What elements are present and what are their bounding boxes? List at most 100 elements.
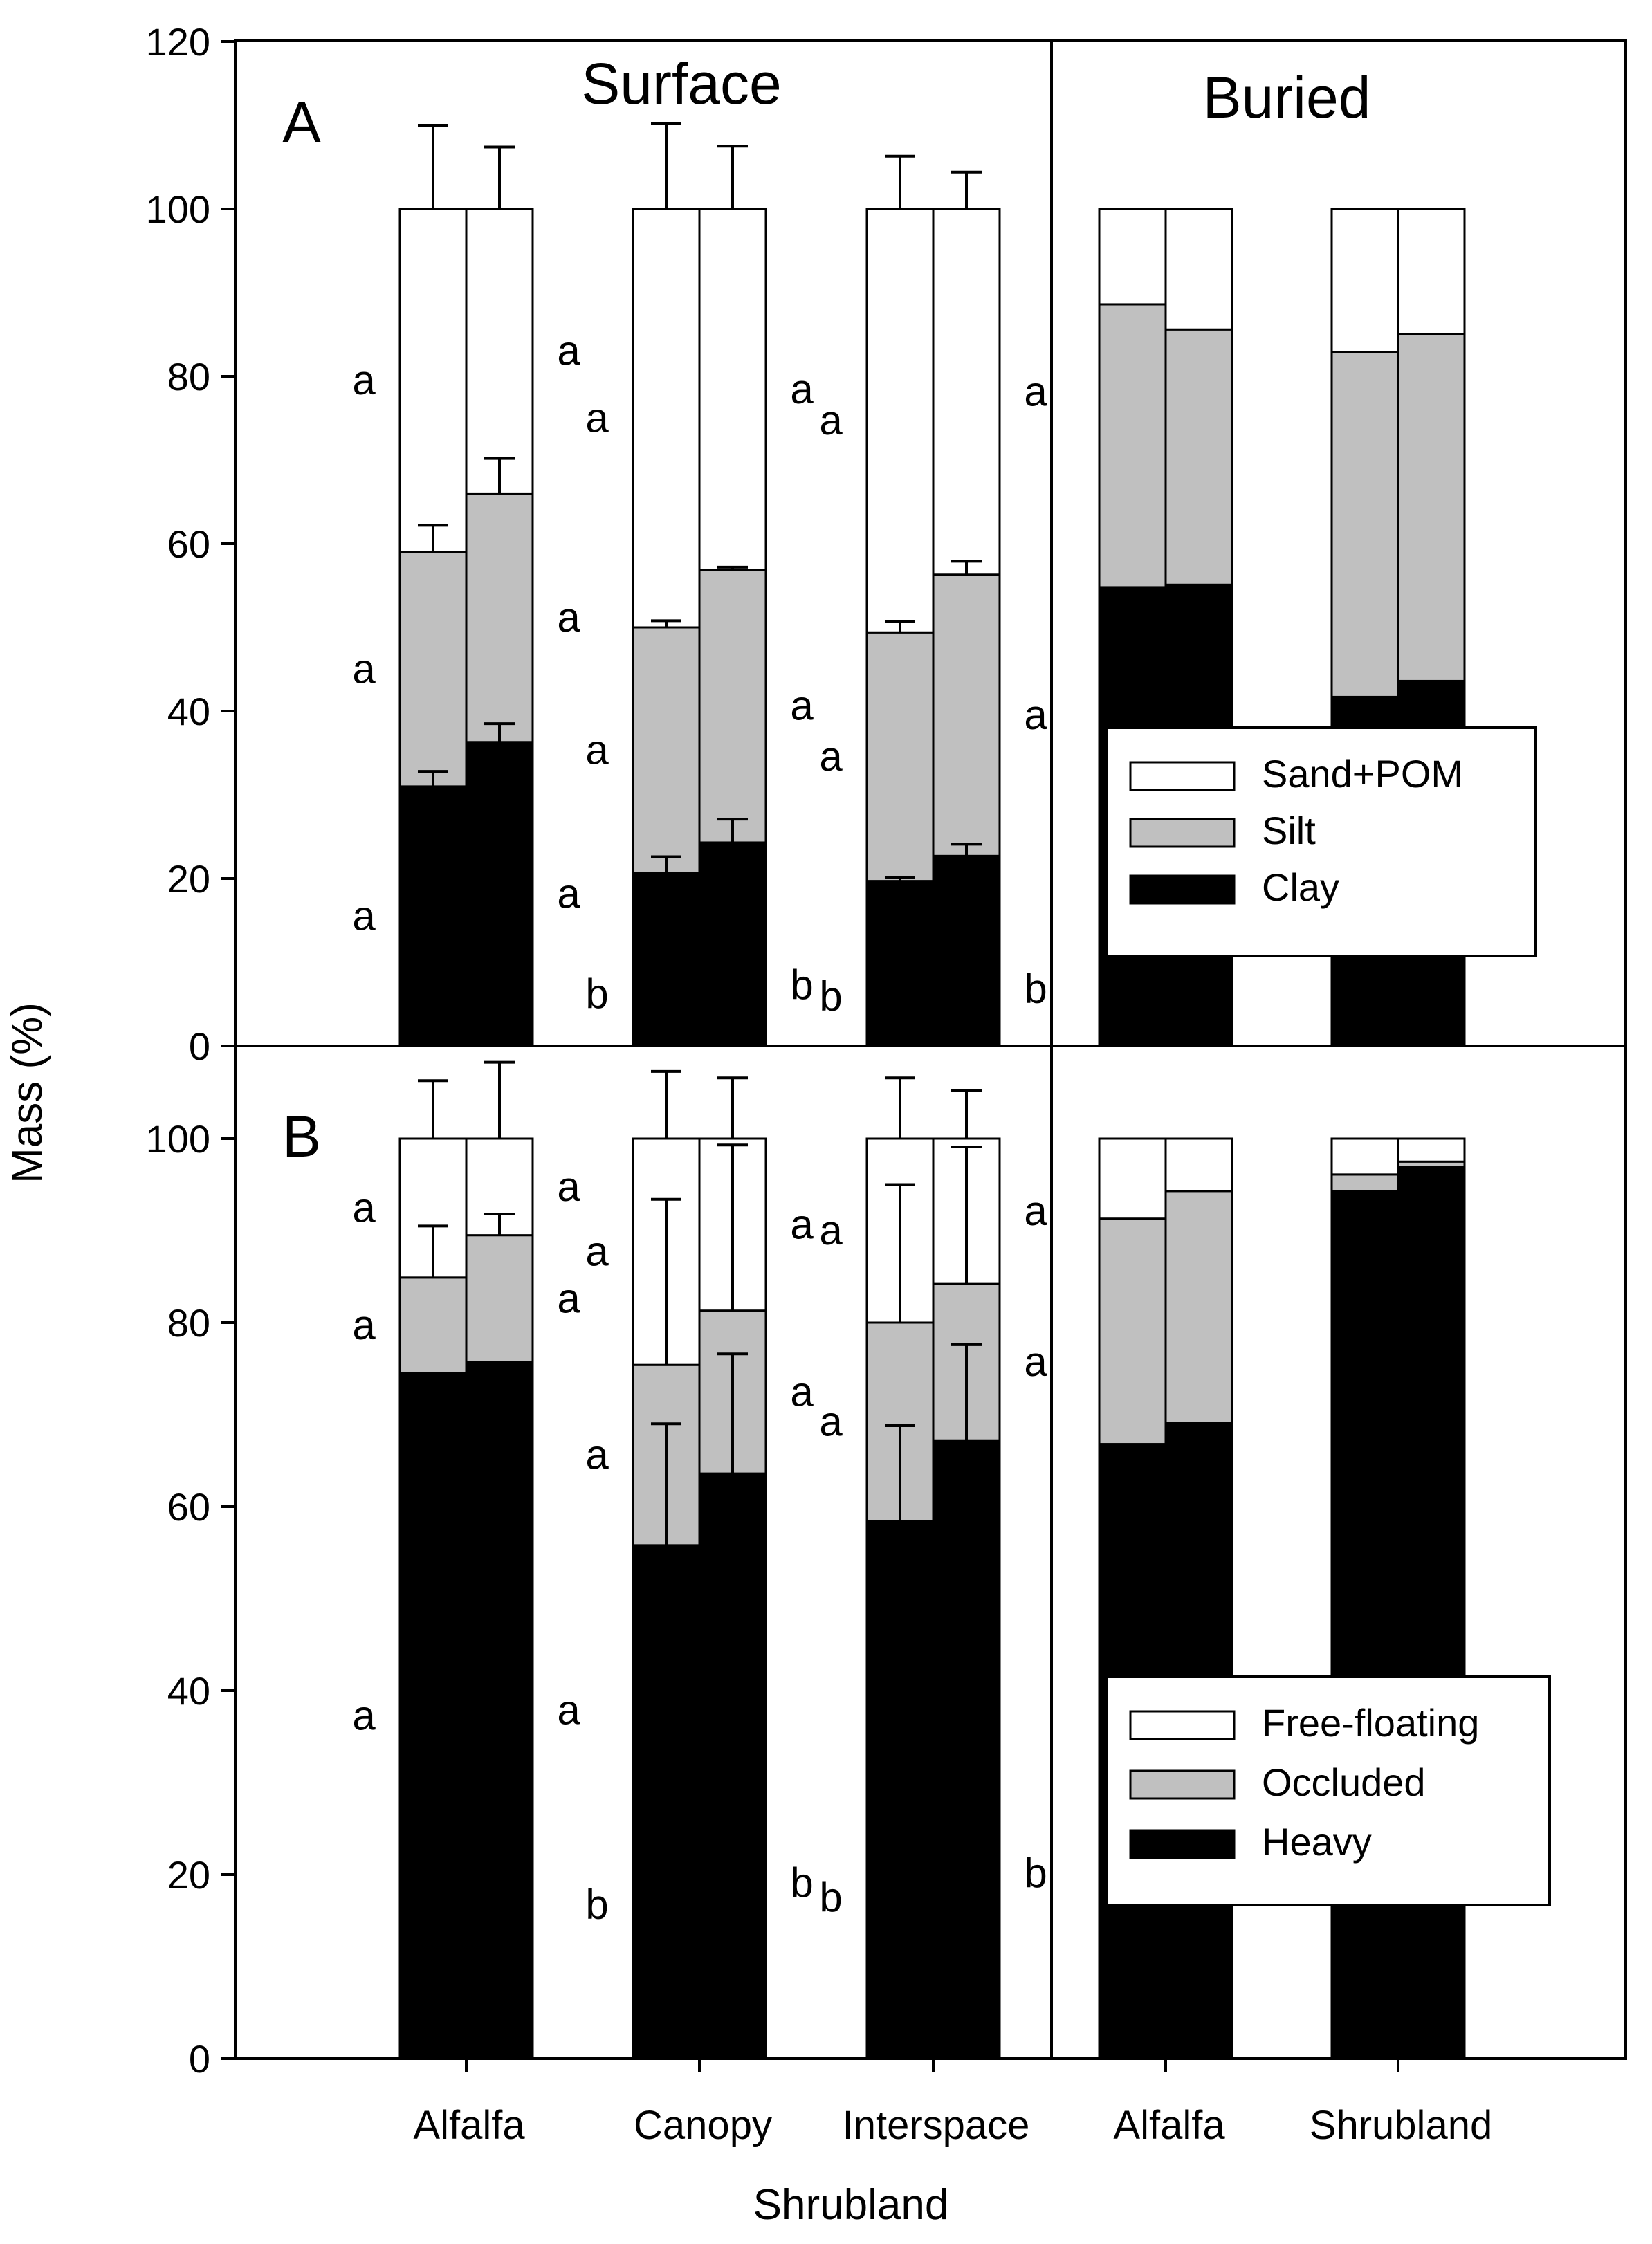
y-tick-label: 100 [146, 1117, 210, 1161]
bar-segment [632, 872, 701, 1047]
x-category-label: Interspace [843, 2103, 1030, 2148]
bar-segment [865, 880, 935, 1047]
significance-letter: b [1024, 1850, 1047, 1896]
bar-segment [1330, 1173, 1399, 1193]
significance-letter: a [1024, 692, 1047, 738]
bar-segment [398, 551, 468, 788]
significance-letter: a [790, 1368, 814, 1415]
significance-letter: a [557, 1275, 580, 1321]
x-axis-label: Shrubland [753, 2181, 949, 2229]
x-category-label: Shrubland [1310, 2103, 1492, 2148]
legend-swatch [1129, 761, 1236, 791]
surface-region-title: Surface [581, 51, 782, 116]
significance-letter: a [557, 1687, 580, 1733]
y-tick-label: 80 [167, 1301, 210, 1345]
bar-segment [698, 1472, 767, 2060]
significance-letter: b [1024, 966, 1047, 1012]
significance-letter: a [557, 1164, 580, 1210]
legend-label: Silt [1262, 809, 1316, 852]
bar-segment [865, 631, 935, 883]
significance-letter: a [585, 1432, 609, 1478]
y-tick-label: 100 [146, 187, 210, 231]
bar-segment [1098, 1137, 1167, 1220]
significance-letter: a [557, 594, 580, 641]
buried-region-title: Buried [1203, 65, 1371, 130]
significance-letter: b [790, 1859, 813, 1906]
y-tick-label: 0 [189, 1024, 210, 1068]
legend-label: Clay [1262, 865, 1339, 909]
bar-segment [698, 569, 767, 844]
legend-swatch [1129, 874, 1236, 905]
significance-letter: a [352, 892, 376, 939]
bar-segment [1397, 1137, 1466, 1163]
bar-segment [465, 1361, 534, 2060]
significance-letter: a [557, 870, 580, 917]
significance-letter: a [819, 733, 843, 780]
y-tick-label: 20 [167, 857, 210, 901]
bar-segment [1330, 1137, 1399, 1176]
significance-letter: b [790, 962, 813, 1008]
panel-letter: A [282, 90, 321, 155]
y-tick-label: 40 [167, 690, 210, 733]
significance-letter: a [352, 1302, 376, 1348]
significance-letter: a [585, 726, 609, 773]
bar-segment [632, 626, 701, 874]
legend-label: Occluded [1262, 1760, 1426, 1804]
legend-swatch [1129, 1829, 1236, 1859]
bar-segment [932, 1439, 1001, 2060]
significance-letter: a [819, 397, 843, 443]
significance-letter: b [585, 971, 608, 1017]
bar-segment [698, 841, 767, 1047]
y-tick-label: 20 [167, 1853, 210, 1897]
bar-segment [465, 492, 534, 744]
significance-letter: a [352, 357, 376, 403]
bar-segment [1098, 1217, 1167, 1446]
bar-segment [398, 785, 468, 1047]
y-tick-label: 60 [167, 522, 210, 566]
bar-segment [865, 1520, 935, 2060]
bar-segment [398, 208, 468, 553]
bar-segment [932, 573, 1001, 857]
bar-segment [1164, 1190, 1233, 1424]
bar-segment [465, 1234, 534, 1363]
y-axis-label: Mass (%) [3, 1002, 51, 1184]
legend-swatch [1129, 1769, 1236, 1800]
significance-letter: a [790, 1201, 814, 1247]
significance-letter: a [790, 683, 814, 729]
significance-letter: a [819, 1399, 843, 1445]
y-tick-label: 80 [167, 355, 210, 398]
bar-segment [1164, 1137, 1233, 1193]
bar-segment [865, 208, 935, 634]
bar-segment [1330, 351, 1399, 698]
bar-segment [465, 208, 534, 495]
significance-letter: a [1024, 1339, 1047, 1385]
legend-label: Free-floating [1262, 1701, 1479, 1745]
significance-letter: a [557, 328, 580, 374]
significance-letter: a [585, 395, 609, 441]
bar-segment [1164, 328, 1233, 586]
bar-segment [1098, 208, 1167, 306]
bar-segment [932, 854, 1001, 1047]
bar-segment [1397, 1166, 1466, 2060]
significance-letter: b [819, 1874, 842, 1920]
bar-segment [398, 1372, 468, 2060]
legend-swatch [1129, 1710, 1236, 1740]
significance-letter: a [790, 366, 814, 412]
bar-segment [1397, 208, 1466, 335]
bar-segment [465, 741, 534, 1047]
legend-label: Sand+POM [1262, 752, 1463, 795]
significance-letter: b [819, 973, 842, 1019]
significance-letter: a [1024, 368, 1047, 414]
legend-swatch [1129, 818, 1236, 848]
x-category-label: Alfalfa [1113, 2103, 1225, 2148]
bar-segment [1330, 208, 1399, 353]
x-category-label: Canopy [634, 2103, 772, 2148]
bar-segment [1098, 303, 1167, 589]
y-tick-label: 120 [146, 20, 210, 64]
bar-segment [932, 208, 1001, 576]
bar-segment [398, 1276, 468, 1374]
x-category-label: Alfalfa [413, 2103, 525, 2148]
significance-letter: a [352, 646, 376, 692]
